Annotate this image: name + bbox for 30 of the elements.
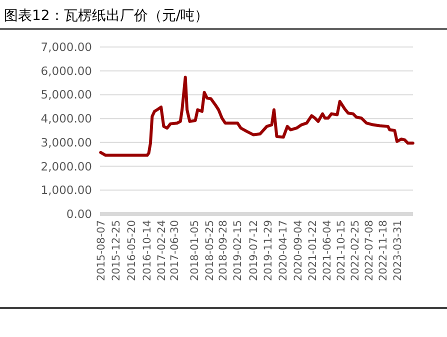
x-tick-label: 2015-12-25: [110, 220, 122, 282]
y-tick-label: 5,000.00: [40, 88, 92, 102]
x-tick-label: 2020-09-04: [292, 220, 304, 282]
x-tick-label: 2018-05-25: [204, 220, 216, 282]
y-tick-label: 6,000.00: [40, 64, 92, 78]
y-tick-label: 3,000.00: [40, 135, 92, 150]
y-tick-label: 2,000.00: [40, 159, 92, 174]
y-tick-label: 4,000.00: [40, 112, 92, 126]
x-tick-label: 2017-02-24: [156, 220, 168, 282]
y-tick-label: 7,000.00: [40, 40, 92, 54]
chart-title: 图表12：瓦楞纸出厂价（元/吨）: [4, 8, 209, 24]
x-tick-label: 2019-07-12: [248, 220, 260, 282]
x-tick-label: 2021-01-22: [307, 220, 320, 282]
y-tick-label: 1,000.00: [40, 183, 92, 198]
y-tick-label: 0.00: [66, 207, 92, 221]
x-tick-label: 2019-02-15: [232, 220, 244, 282]
x-tick-label: 2020-04-17: [277, 220, 290, 282]
x-tick-label: 2017-06-30: [169, 220, 182, 282]
x-tick-label: 2018-09-28: [217, 220, 230, 282]
x-tick-label: 2016-05-20: [126, 220, 138, 282]
x-tick-label: 2022-02-25: [349, 220, 362, 282]
x-tick-label: 2016-10-14: [142, 220, 154, 282]
x-tick-label: 2018-01-05: [189, 220, 202, 282]
x-tick-label: 2021-10-15: [335, 220, 348, 282]
x-tick-label: 2015-08-07: [96, 220, 108, 282]
x-tick-label: 2022-07-08: [364, 220, 376, 282]
x-tick-label: 2023-03-31: [392, 220, 404, 282]
x-tick-label: 2021-06-04: [321, 220, 334, 282]
x-tick-label: 2019-11-29: [262, 220, 275, 282]
x-tick-label: 2022-11-18: [378, 220, 390, 282]
